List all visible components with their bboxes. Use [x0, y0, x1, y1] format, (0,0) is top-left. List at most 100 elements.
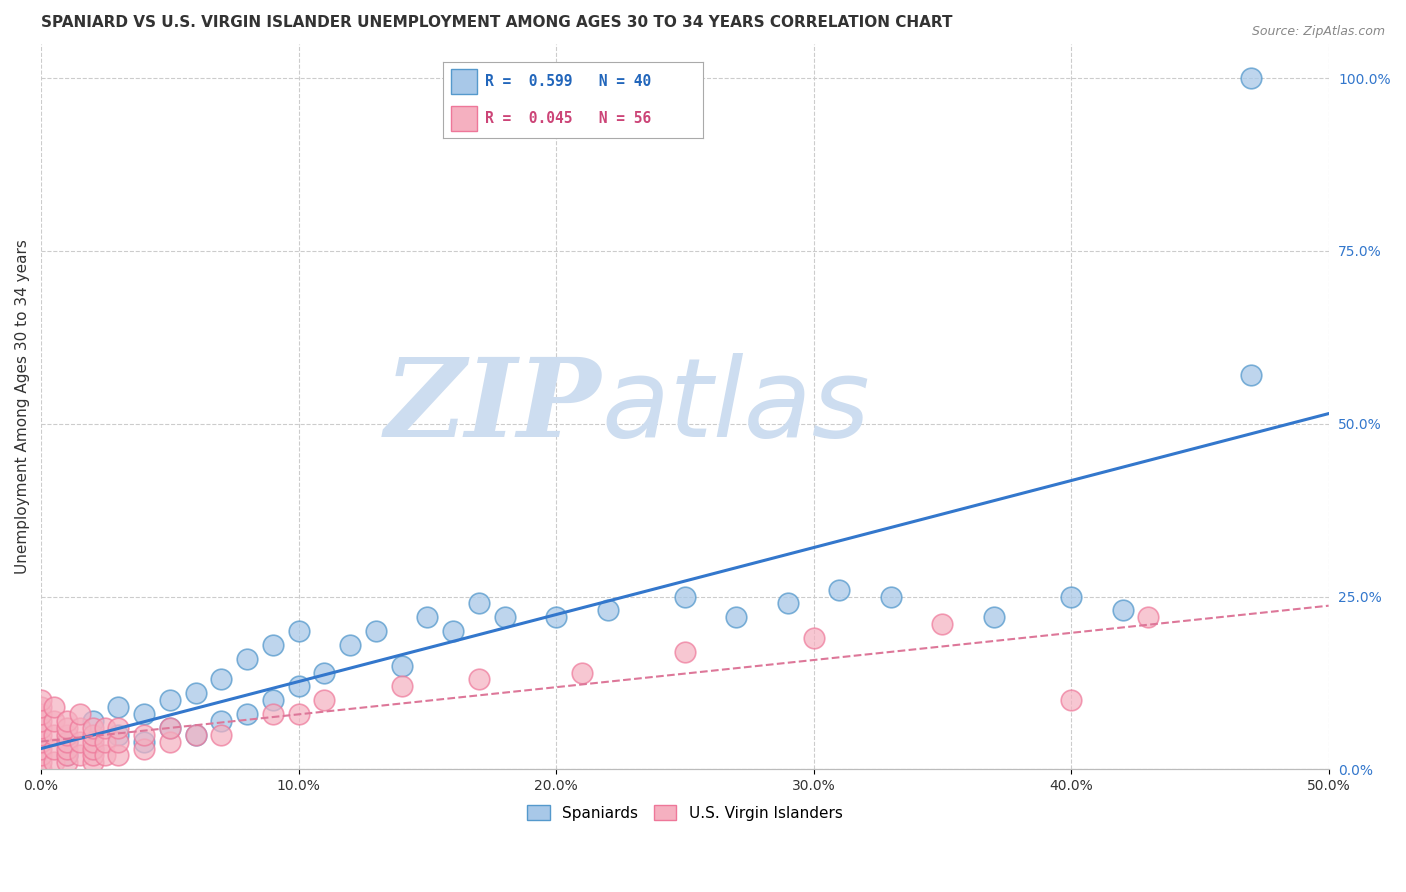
- Point: [42, 700, 65, 714]
- Point: [1060, 693, 1083, 707]
- Point: [30, 693, 52, 707]
- Point: [132, 734, 155, 748]
- Point: [159, 721, 181, 735]
- Point: [42, 728, 65, 742]
- Point: [673, 645, 696, 659]
- Point: [30, 700, 52, 714]
- Point: [725, 610, 748, 624]
- Point: [107, 734, 129, 748]
- Point: [30, 728, 52, 742]
- Point: [494, 610, 516, 624]
- Point: [42, 756, 65, 770]
- Point: [314, 665, 336, 680]
- Text: R =  0.045   N = 56: R = 0.045 N = 56: [485, 111, 651, 126]
- Bar: [451, 70, 477, 95]
- Point: [30, 748, 52, 763]
- Point: [69, 748, 91, 763]
- Point: [236, 651, 259, 665]
- Point: [159, 721, 181, 735]
- Point: [236, 706, 259, 721]
- Point: [30, 762, 52, 776]
- Point: [159, 734, 181, 748]
- Point: [56, 734, 79, 748]
- Point: [546, 610, 568, 624]
- Point: [468, 597, 491, 611]
- Point: [94, 748, 117, 763]
- Text: ZIP: ZIP: [385, 352, 602, 460]
- Point: [262, 638, 284, 652]
- Point: [1111, 603, 1133, 617]
- Point: [82, 741, 104, 756]
- Point: [880, 590, 903, 604]
- Point: [107, 721, 129, 735]
- Point: [42, 714, 65, 728]
- Point: [391, 679, 413, 693]
- Point: [209, 673, 232, 687]
- Point: [287, 679, 309, 693]
- Point: [1137, 610, 1160, 624]
- Point: [30, 706, 52, 721]
- Text: atlas: atlas: [602, 353, 870, 460]
- Text: Source: ZipAtlas.com: Source: ZipAtlas.com: [1251, 25, 1385, 38]
- Point: [107, 700, 129, 714]
- Point: [30, 756, 52, 770]
- Point: [82, 721, 104, 735]
- Text: R =  0.599   N = 40: R = 0.599 N = 40: [485, 74, 651, 89]
- Point: [56, 741, 79, 756]
- Point: [364, 624, 387, 638]
- Point: [82, 734, 104, 748]
- Point: [56, 721, 79, 735]
- Point: [82, 756, 104, 770]
- Point: [56, 748, 79, 763]
- Point: [287, 706, 309, 721]
- Point: [416, 610, 439, 624]
- Point: [56, 728, 79, 742]
- Point: [596, 603, 619, 617]
- Point: [184, 728, 207, 742]
- Point: [262, 693, 284, 707]
- Y-axis label: Unemployment Among Ages 30 to 34 years: Unemployment Among Ages 30 to 34 years: [15, 239, 30, 574]
- Point: [30, 741, 52, 756]
- Point: [1060, 590, 1083, 604]
- Point: [132, 706, 155, 721]
- Point: [56, 714, 79, 728]
- Point: [94, 734, 117, 748]
- Point: [571, 665, 593, 680]
- Point: [209, 728, 232, 742]
- Point: [673, 590, 696, 604]
- Point: [776, 597, 799, 611]
- Bar: [451, 105, 477, 130]
- Point: [69, 721, 91, 735]
- Point: [931, 617, 953, 632]
- Text: SPANIARD VS U.S. VIRGIN ISLANDER UNEMPLOYMENT AMONG AGES 30 TO 34 YEARS CORRELAT: SPANIARD VS U.S. VIRGIN ISLANDER UNEMPLO…: [41, 15, 953, 30]
- Point: [82, 741, 104, 756]
- Point: [184, 686, 207, 700]
- Point: [339, 638, 361, 652]
- Point: [441, 624, 464, 638]
- Point: [107, 728, 129, 742]
- Point: [262, 706, 284, 721]
- Point: [132, 728, 155, 742]
- Point: [30, 714, 52, 728]
- Point: [56, 748, 79, 763]
- Point: [287, 624, 309, 638]
- Point: [94, 721, 117, 735]
- Point: [209, 714, 232, 728]
- Point: [391, 658, 413, 673]
- Point: [82, 728, 104, 742]
- Point: [42, 741, 65, 756]
- Point: [82, 714, 104, 728]
- Point: [828, 582, 851, 597]
- Point: [1240, 71, 1263, 86]
- Point: [107, 748, 129, 763]
- Point: [132, 741, 155, 756]
- Point: [803, 631, 825, 645]
- Point: [314, 693, 336, 707]
- Point: [159, 693, 181, 707]
- Legend: Spaniards, U.S. Virgin Islanders: Spaniards, U.S. Virgin Islanders: [522, 799, 849, 827]
- Point: [983, 610, 1005, 624]
- Point: [1240, 368, 1263, 383]
- Point: [69, 734, 91, 748]
- Point: [30, 721, 52, 735]
- Point: [184, 728, 207, 742]
